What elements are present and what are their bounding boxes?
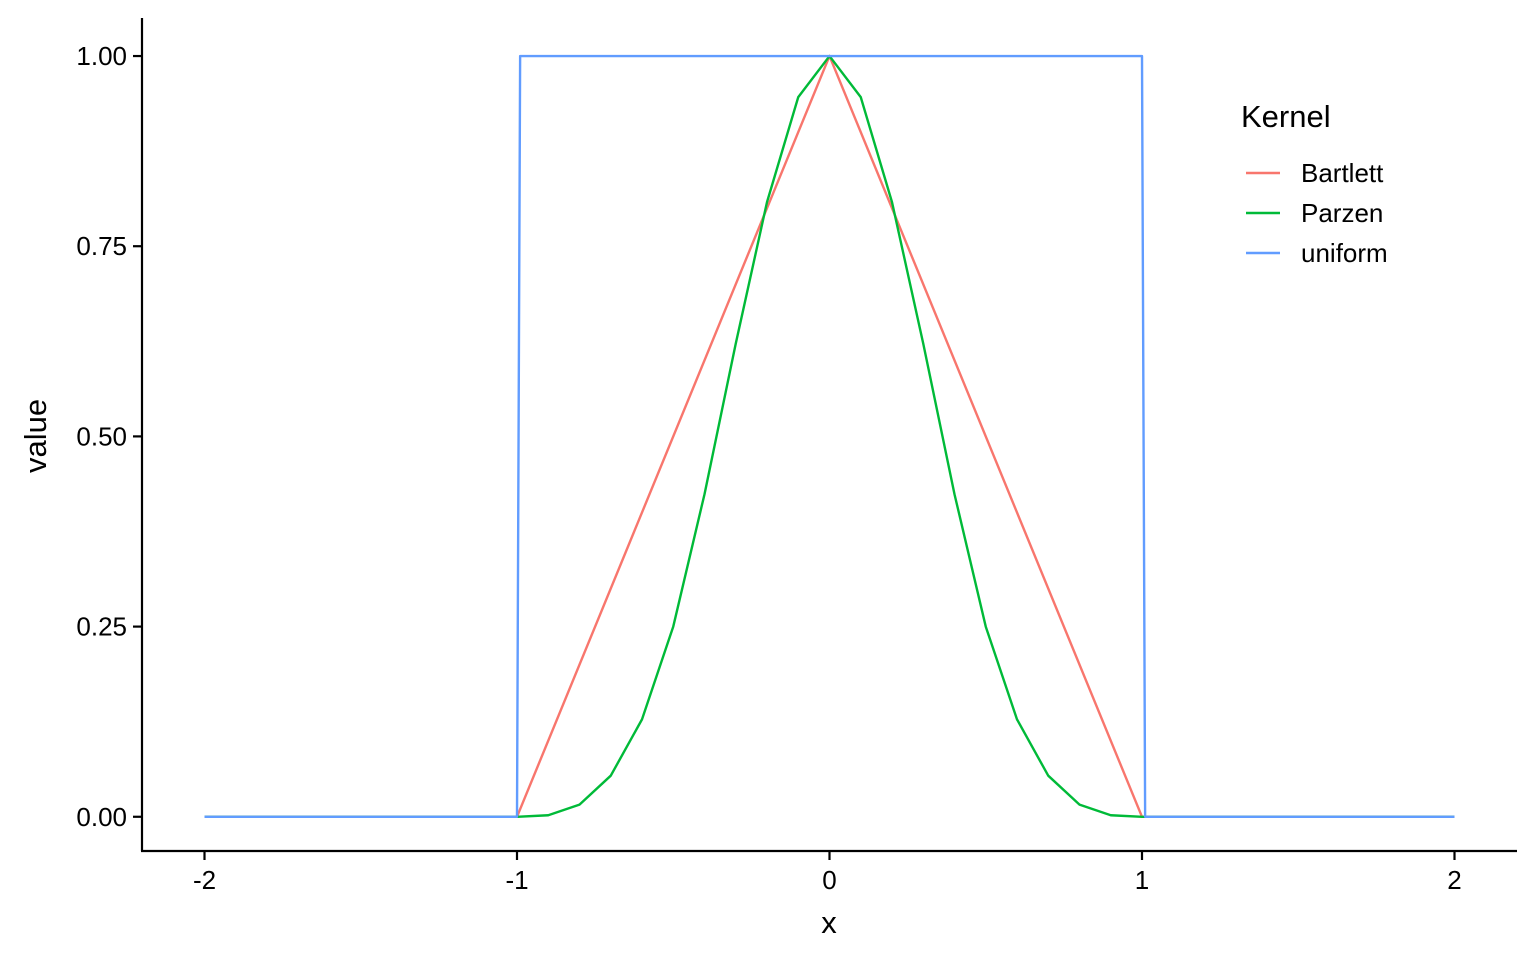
y-axis-title: value xyxy=(18,399,53,473)
y-tick-label: 0.50 xyxy=(76,421,127,451)
y-tick-label: 0.75 xyxy=(76,231,127,261)
series-layer xyxy=(204,54,1455,818)
x-tick-label: 2 xyxy=(1447,865,1461,895)
x-tick-label: 0 xyxy=(822,865,836,895)
x-axis-title: x xyxy=(821,905,837,940)
legend-title: Kernel xyxy=(1241,99,1331,134)
series-line-uniform xyxy=(204,54,1455,818)
y-tick-label: 1.00 xyxy=(76,41,127,71)
axes-layer xyxy=(140,18,1517,853)
x-tick-label: -1 xyxy=(505,865,528,895)
y-tick-label: 0.25 xyxy=(76,612,127,642)
x-tick-label: -2 xyxy=(193,865,216,895)
x-tick-label: 1 xyxy=(1135,865,1149,895)
legend-label-parzen: Parzen xyxy=(1301,198,1383,228)
legend-label-uniform: uniform xyxy=(1301,238,1388,268)
series-line-parzen xyxy=(204,54,1455,818)
y-tick-label: 0.00 xyxy=(76,802,127,832)
legend-label-bartlett: Bartlett xyxy=(1301,158,1384,188)
legend: Kernel Bartlett Parzen uniform xyxy=(1241,99,1388,268)
ticks-layer: -2 -1 0 1 2 0.00 0.25 0.50 0.75 1.00 xyxy=(76,41,1461,895)
series-line-bartlett xyxy=(204,54,1455,818)
